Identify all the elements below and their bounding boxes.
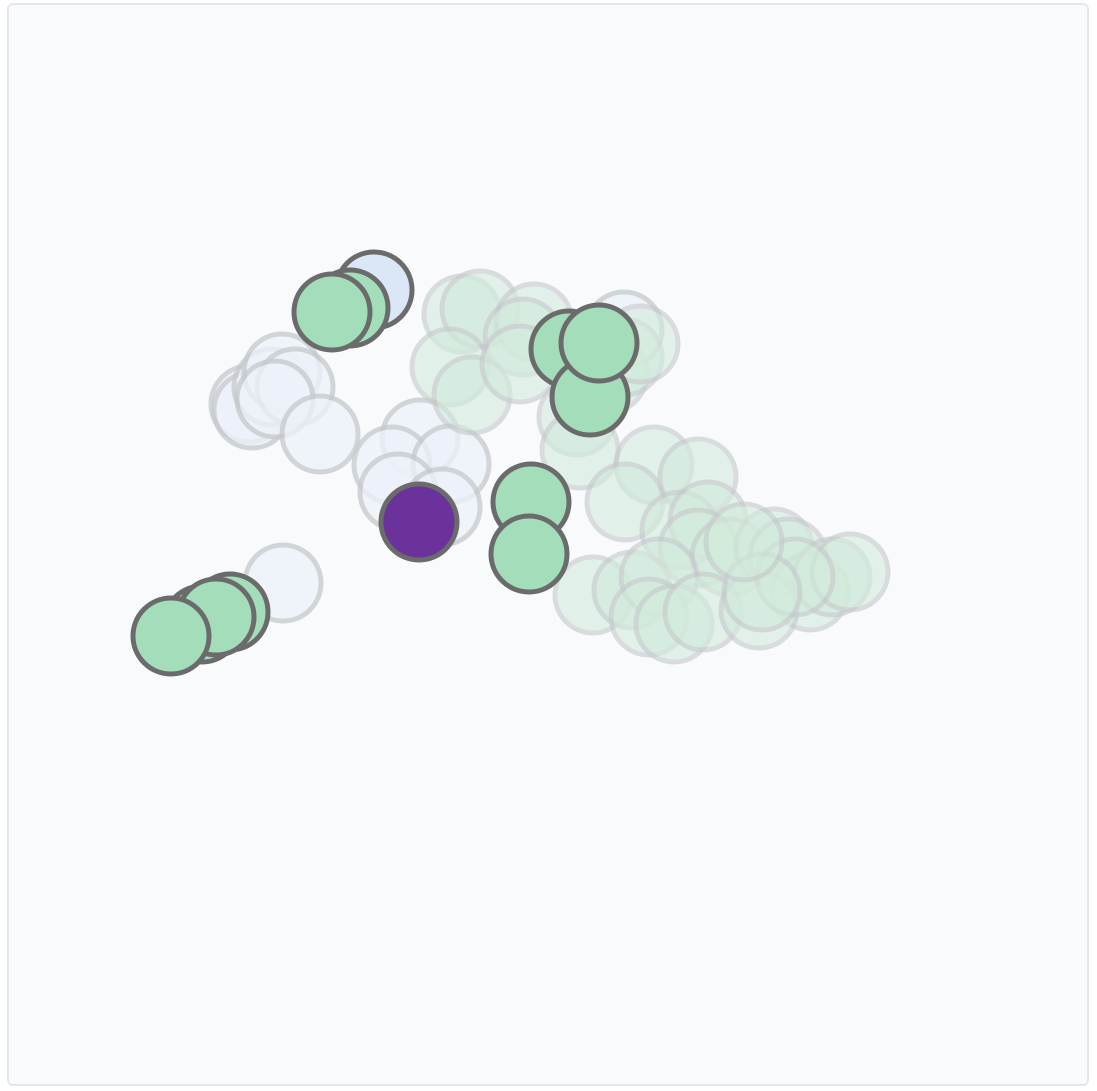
- green-point-11: [130, 595, 212, 677]
- faded-blue-point-7: [279, 393, 361, 475]
- green-point-7: [488, 513, 570, 595]
- green-point-2: [291, 271, 373, 353]
- scatter-plot: [9, 5, 1087, 1084]
- highlight-point-1: [378, 481, 460, 563]
- scatter-plot-area: [7, 3, 1089, 1086]
- faded-green-point-34: [703, 501, 785, 583]
- green-point-5: [558, 302, 640, 384]
- points-layer: [130, 249, 891, 677]
